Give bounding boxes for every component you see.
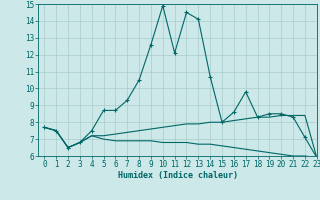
X-axis label: Humidex (Indice chaleur): Humidex (Indice chaleur): [118, 171, 238, 180]
